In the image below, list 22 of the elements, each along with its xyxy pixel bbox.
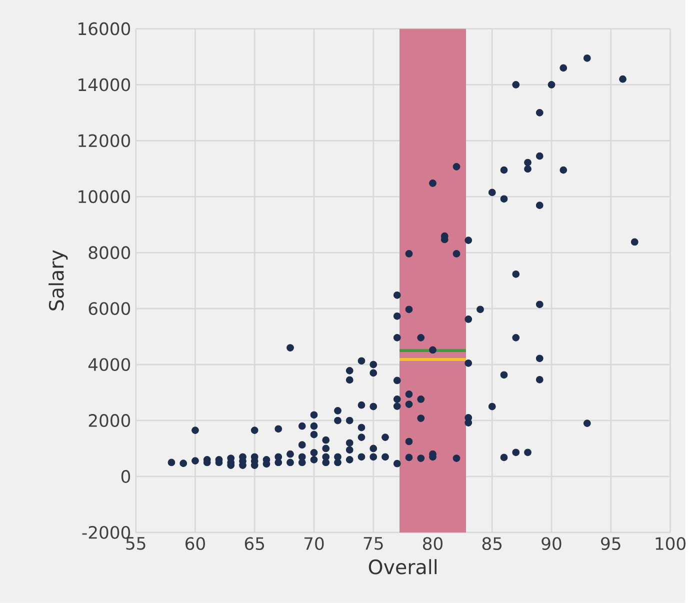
y-tick-label: 0: [121, 470, 130, 484]
y-tick-label: 12000: [78, 134, 130, 148]
y-tick-label: 16000: [78, 22, 130, 36]
x-tick-label: 70: [304, 537, 324, 550]
x-axis-title: Overall: [368, 559, 437, 574]
y-tick-label: -2000: [82, 526, 130, 540]
y-tick-label: 2000: [88, 414, 130, 428]
x-tick-label: 65: [244, 537, 264, 550]
x-tick-label: 90: [542, 537, 562, 550]
x-tick-label: 80: [423, 537, 442, 550]
y-tick-label: 14000: [78, 78, 130, 92]
x-tick-label: 95: [601, 537, 620, 550]
x-tick-label: 85: [482, 537, 502, 550]
y-tick-label: 10000: [78, 190, 130, 204]
y-tick-label: 6000: [88, 302, 130, 316]
x-tick-label: 60: [186, 537, 205, 550]
y-tick-label: 8000: [88, 246, 130, 260]
x-tick-label: 55: [126, 537, 146, 550]
y-tick-label: 4000: [88, 358, 130, 372]
x-tick-label: 75: [364, 537, 383, 550]
x-tick-label: 100: [656, 537, 686, 550]
y-axis-title: Salary: [48, 250, 68, 310]
